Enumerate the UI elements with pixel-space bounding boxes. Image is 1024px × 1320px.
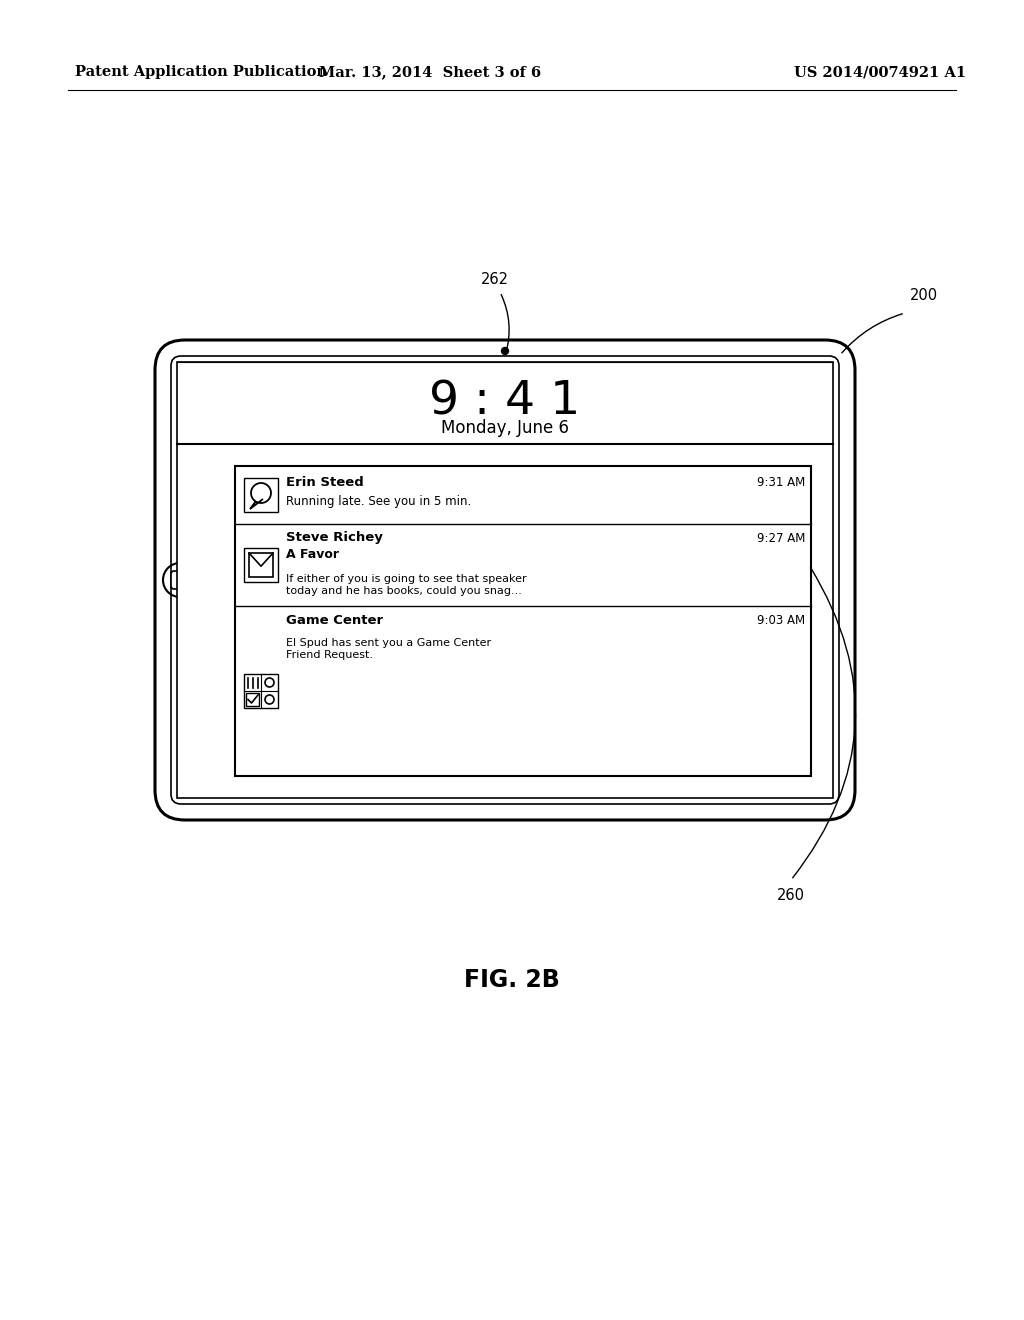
Text: 262: 262	[481, 272, 509, 288]
Text: 9:03 AM: 9:03 AM	[757, 614, 805, 627]
FancyBboxPatch shape	[155, 341, 855, 820]
Text: Mar. 13, 2014  Sheet 3 of 6: Mar. 13, 2014 Sheet 3 of 6	[318, 65, 541, 79]
Text: If either of you is going to see that speaker
today and he has books, could you : If either of you is going to see that sp…	[286, 574, 526, 595]
Bar	[249, 553, 273, 577]
FancyBboxPatch shape	[171, 572, 189, 589]
Bar	[244, 548, 278, 582]
Text: Patent Application Publication: Patent Application Publication	[75, 65, 327, 79]
Text: Game Center: Game Center	[286, 614, 383, 627]
Bar	[244, 675, 278, 708]
Text: 9:31 AM: 9:31 AM	[757, 475, 805, 488]
Text: 200: 200	[910, 288, 938, 302]
FancyBboxPatch shape	[171, 356, 839, 804]
Bar	[234, 466, 811, 776]
Bar	[177, 362, 833, 799]
Text: El Spud has sent you a Game Center
Friend Request.: El Spud has sent you a Game Center Frien…	[286, 638, 492, 660]
Text: Erin Steed: Erin Steed	[286, 475, 364, 488]
Bar	[246, 693, 259, 706]
Text: 9 : 4 1: 9 : 4 1	[429, 380, 581, 425]
Circle shape	[502, 347, 509, 355]
Text: 9:27 AM: 9:27 AM	[757, 532, 805, 544]
Text: A Favor: A Favor	[286, 548, 339, 561]
Text: Running late. See you in 5 min.: Running late. See you in 5 min.	[286, 495, 471, 507]
Text: FIG. 2B: FIG. 2B	[464, 968, 560, 993]
Text: 260: 260	[777, 887, 805, 903]
Text: US 2014/0074921 A1: US 2014/0074921 A1	[794, 65, 966, 79]
Bar	[244, 478, 278, 512]
Text: Monday, June 6: Monday, June 6	[441, 418, 569, 437]
Text: Steve Richey: Steve Richey	[286, 532, 383, 544]
